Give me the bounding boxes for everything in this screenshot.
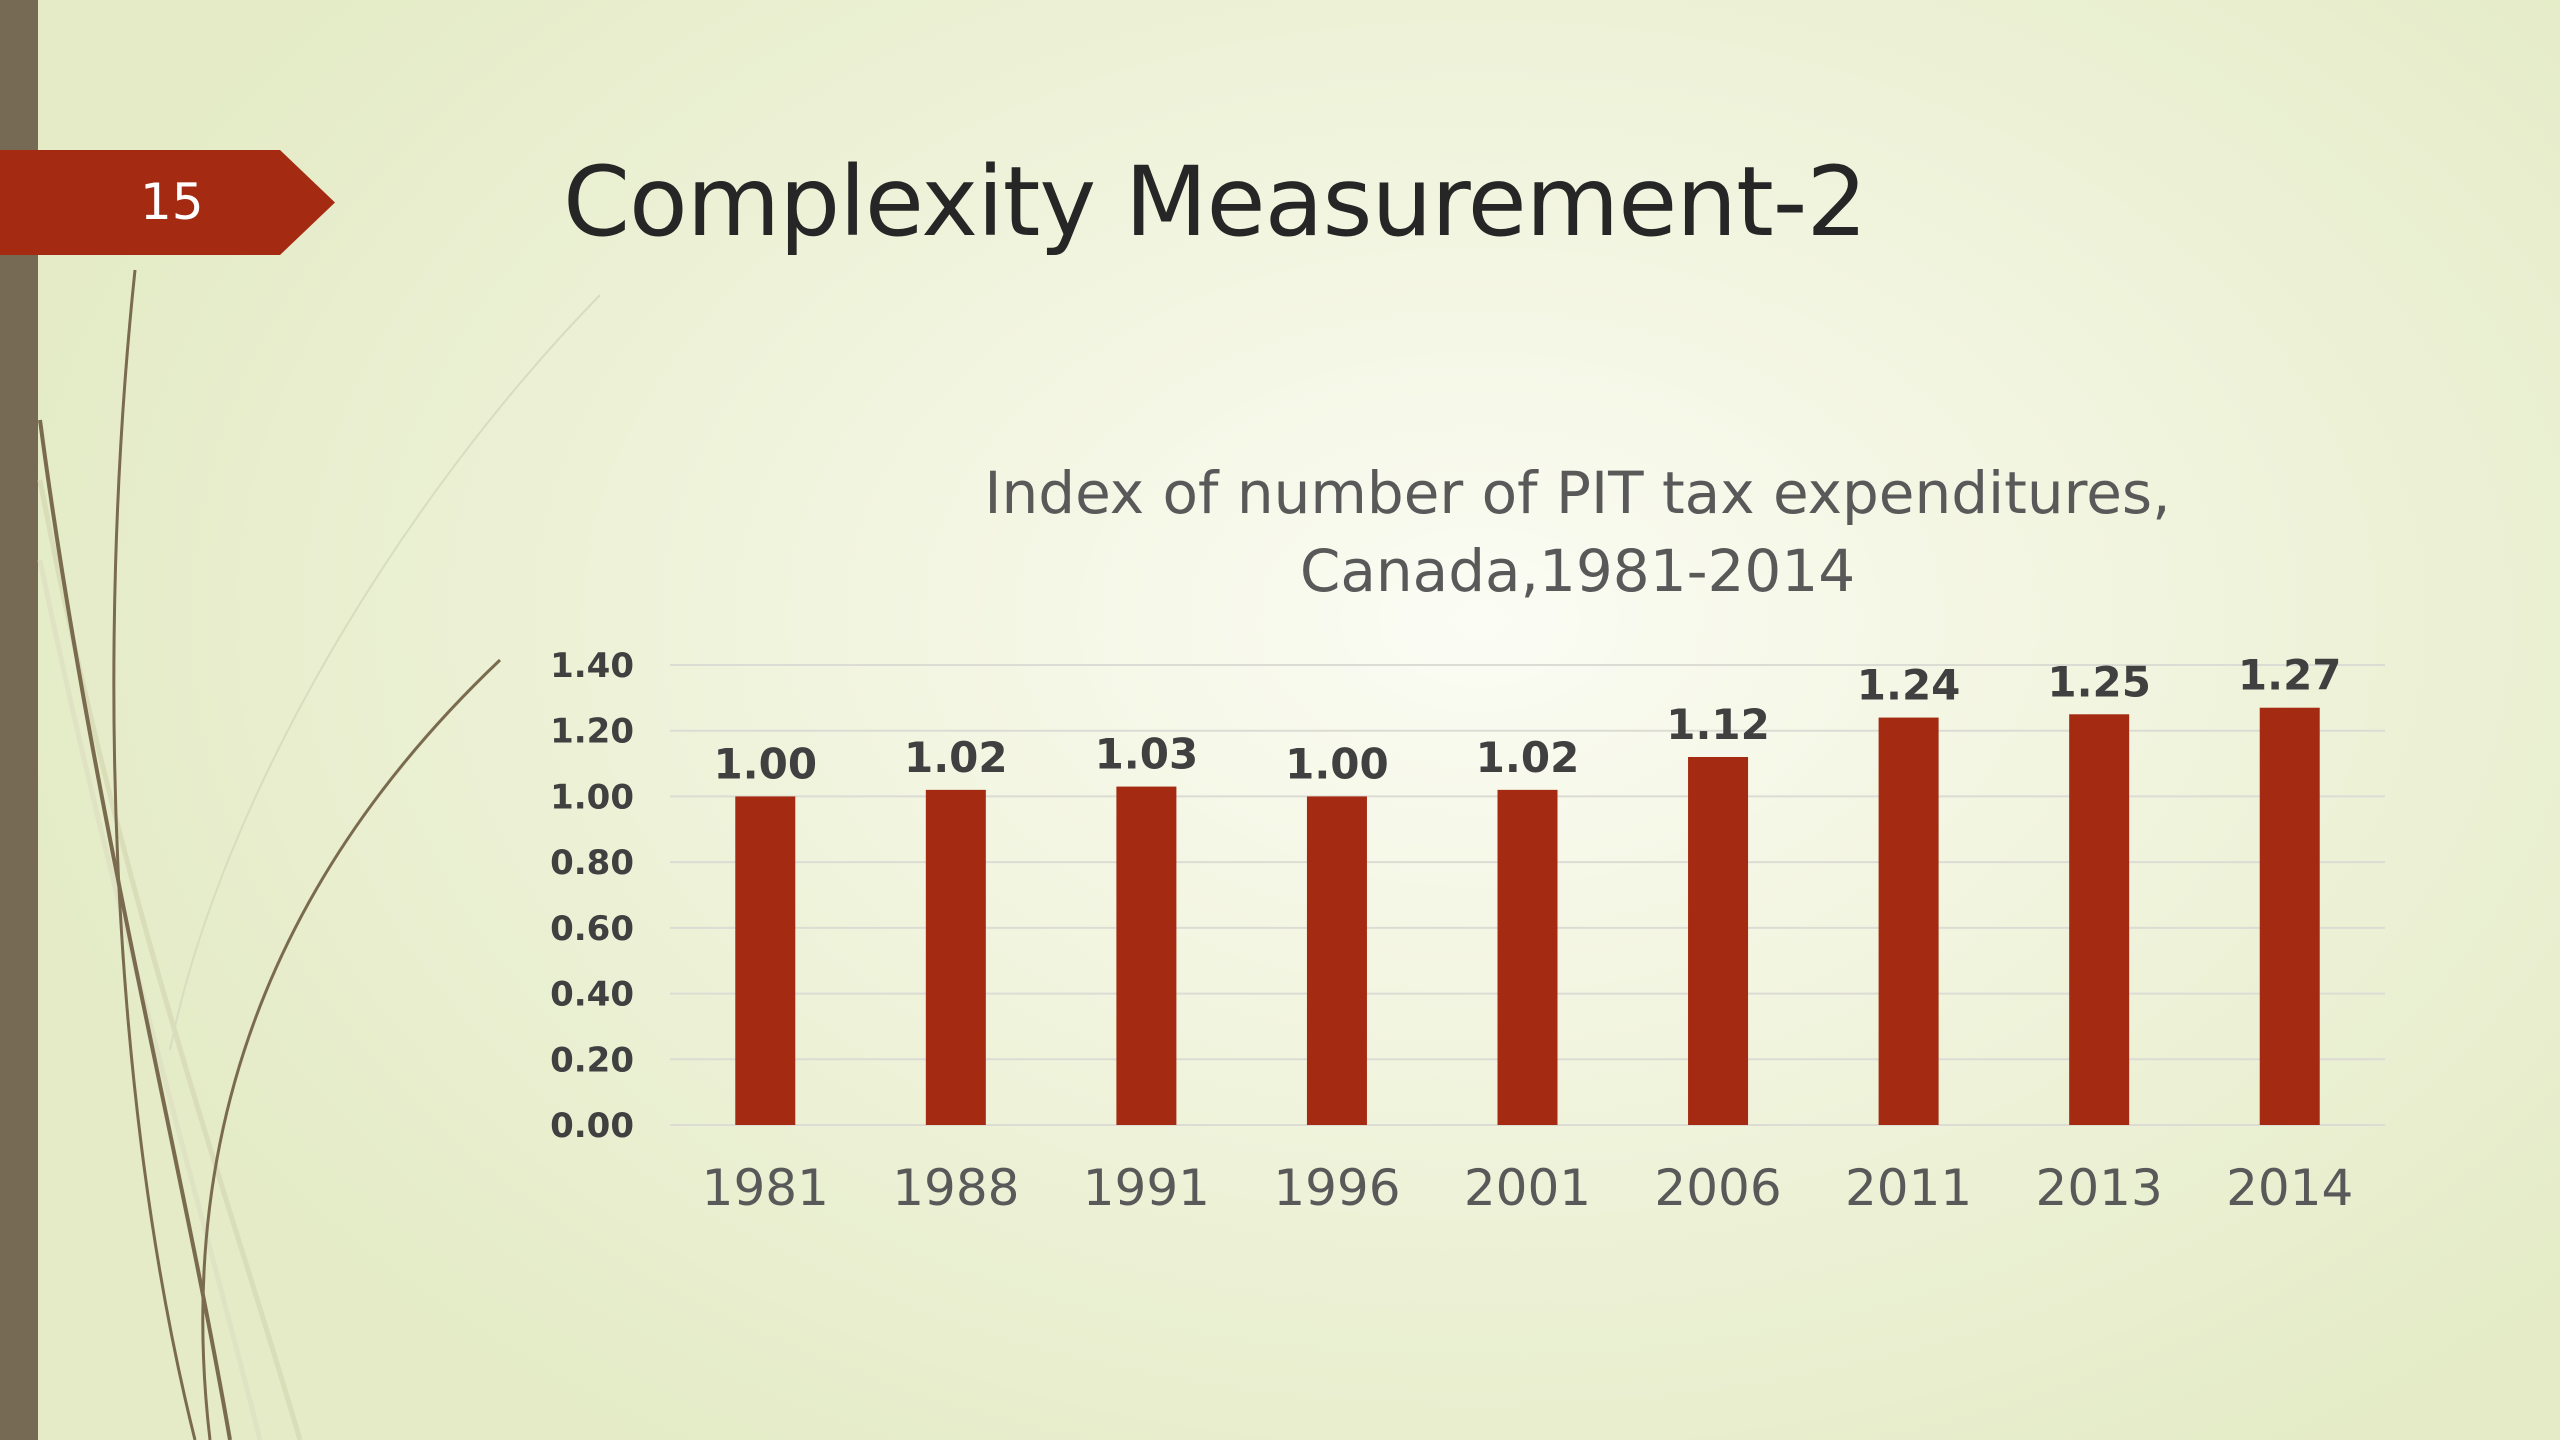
bar-1981 [735, 796, 796, 1125]
x-tick-label-1996: 1996 [1273, 1159, 1400, 1217]
x-tick-label-2013: 2013 [2036, 1159, 2163, 1217]
bar-2006 [1688, 757, 1749, 1125]
y-tick-label: 0.80 [550, 843, 634, 883]
slide-number: 15 [140, 173, 204, 231]
chart-svg: Index of number of PIT tax expenditures,… [550, 460, 2385, 1217]
y-tick-label: 1.00 [550, 777, 634, 817]
bar-2011 [1878, 717, 1939, 1125]
decorative-swoosh-lines [37, 269, 601, 1440]
x-tick-label-2014: 2014 [2226, 1159, 2353, 1217]
data-label-1981: 1.00 [713, 739, 817, 788]
y-tick-label: 0.20 [550, 1040, 634, 1080]
data-label-1988: 1.02 [904, 733, 1008, 782]
x-tick-label-2001: 2001 [1464, 1159, 1591, 1217]
slide-number-tab [0, 150, 335, 255]
bar-2013 [2069, 714, 2130, 1125]
y-tick-label: 1.40 [550, 646, 634, 686]
data-label-1996: 1.00 [1285, 739, 1389, 788]
chart-title-line-1: Index of number of PIT tax expenditures, [984, 460, 2170, 527]
y-tick-label: 1.20 [550, 712, 634, 752]
bar-1988 [925, 789, 986, 1125]
chart-title-line-2: Canada,1981-2014 [1300, 537, 1855, 605]
x-tick-label-2006: 2006 [1654, 1159, 1781, 1217]
x-tick-label-1981: 1981 [702, 1159, 829, 1217]
x-tick-label-1988: 1988 [892, 1159, 1019, 1217]
data-label-2006: 1.12 [1666, 700, 1770, 749]
bar-2001 [1497, 789, 1558, 1125]
data-label-2011: 1.24 [1857, 661, 1961, 710]
bar-2014 [2259, 707, 2320, 1125]
bar-1991 [1116, 786, 1177, 1125]
data-label-2001: 1.02 [1476, 733, 1580, 782]
x-tick-label-2011: 2011 [1845, 1159, 1972, 1217]
y-tick-label: 0.60 [550, 909, 634, 949]
slide-title: Complexity Measurement-2 [563, 146, 1867, 258]
data-label-1991: 1.03 [1095, 730, 1199, 779]
y-tick-label: 0.00 [550, 1106, 634, 1146]
data-label-2014: 1.27 [2238, 651, 2342, 700]
y-tick-label: 0.40 [550, 975, 634, 1015]
bar-chart: Index of number of PIT tax expenditures,… [540, 460, 2420, 1240]
bar-1996 [1306, 796, 1367, 1125]
data-label-2013: 1.25 [2047, 657, 2151, 706]
x-tick-label-1991: 1991 [1083, 1159, 1210, 1217]
